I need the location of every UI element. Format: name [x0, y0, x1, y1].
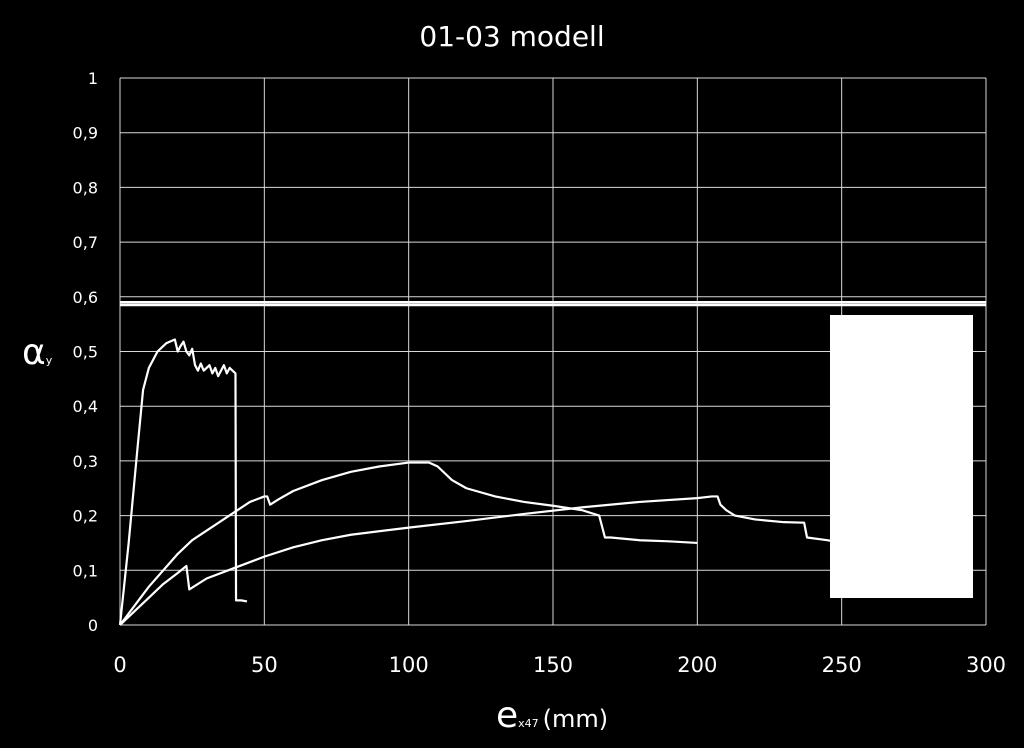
x-tick-label: 250 [822, 653, 862, 677]
x-tick-label: 50 [251, 653, 278, 677]
grid-layer [119, 77, 987, 626]
series-line-1 [118, 338, 248, 626]
x-tick-label: 150 [533, 653, 573, 677]
chart-title: 01-03 modell [419, 20, 604, 53]
y-tick-label: 0,6 [73, 288, 98, 307]
x-axis-title-main: e [496, 695, 518, 736]
x-tick-label: 300 [966, 653, 1006, 677]
reference-lines [120, 301, 986, 307]
x-tick-labels: 0 50 100 150 200 250 300 [113, 653, 1006, 677]
series-line-2 [119, 461, 698, 626]
y-axis-title: αy [22, 332, 53, 373]
y-tick-label: 0,2 [73, 507, 98, 526]
x-tick-label: 100 [389, 653, 429, 677]
x-axis-title-subscript: x47 [518, 717, 539, 730]
y-tick-label: 0,5 [73, 343, 98, 362]
y-tick-label: 0 [88, 616, 98, 635]
y-tick-label: 0,4 [73, 397, 98, 416]
y-tick-label: 0,7 [73, 233, 98, 252]
legend-box [830, 315, 973, 598]
y-axis-title-main: α [22, 332, 46, 373]
series-layer [118, 338, 842, 626]
x-axis-title: ex47 (mm) [496, 695, 608, 736]
series-line-3 [119, 495, 842, 626]
y-tick-label: 0,1 [73, 561, 98, 580]
y-tick-label: 0,9 [73, 124, 98, 143]
y-tick-label: 0,8 [73, 178, 98, 197]
y-axis-title-subscript: y [46, 354, 53, 367]
y-tick-label: 1 [88, 69, 98, 88]
x-tick-label: 0 [113, 653, 126, 677]
y-tick-labels: 0 0,1 0,2 0,3 0,4 0,5 0,6 0,7 0,8 0,9 1 [73, 69, 98, 635]
y-tick-label: 0,3 [73, 452, 98, 471]
x-tick-label: 200 [677, 653, 717, 677]
x-axis-title-unit: (mm) [543, 705, 608, 733]
